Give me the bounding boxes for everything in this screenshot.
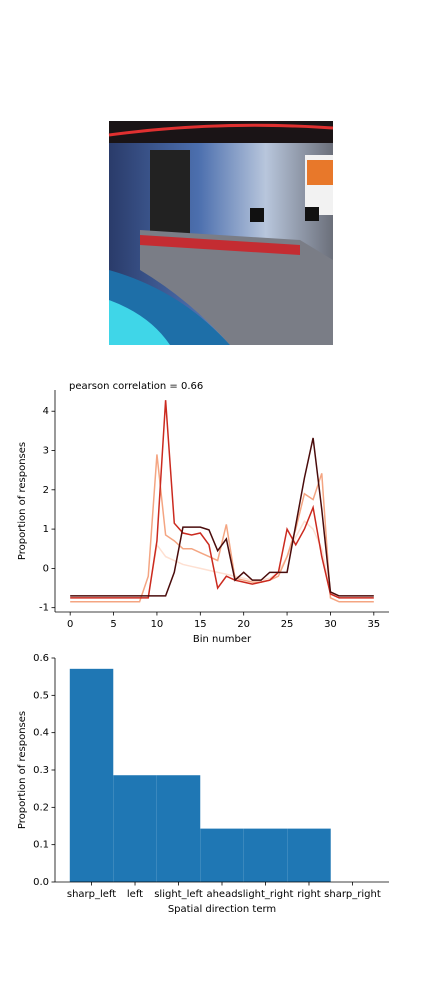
line-series xyxy=(70,454,374,603)
x-tick-label: slight_right xyxy=(238,889,294,900)
x-tick-label: left xyxy=(127,889,143,900)
x-tick-label: right xyxy=(297,889,321,900)
y-tick-label: 1 xyxy=(43,524,49,535)
bar xyxy=(200,828,244,882)
x-tick-label: 25 xyxy=(281,619,294,630)
x-tick-label: 30 xyxy=(324,619,337,630)
y-axis-label: Proportion of responses xyxy=(17,711,28,829)
bar xyxy=(69,668,114,882)
y-tick-label: 0.0 xyxy=(33,877,49,888)
y-tick-label: 0 xyxy=(43,563,49,574)
x-tick-label: ahead xyxy=(206,889,237,900)
y-tick-label: 0.6 xyxy=(33,653,49,664)
x-tick-label: sharp_right xyxy=(324,889,381,900)
y-tick-label: 0.5 xyxy=(33,690,49,701)
line-series xyxy=(70,437,374,597)
bar xyxy=(287,828,331,882)
y-tick-label: 2 xyxy=(43,485,49,496)
x-tick-label: 5 xyxy=(110,619,116,630)
y-tick-label: 0.1 xyxy=(33,840,49,851)
x-axis-label: Spatial direction term xyxy=(168,904,276,915)
bar xyxy=(113,775,157,882)
x-tick-label: sharp_left xyxy=(67,889,116,900)
y-tick-label: -1 xyxy=(39,603,49,614)
line-series xyxy=(70,400,374,599)
y-tick-label: 4 xyxy=(43,406,49,417)
y-tick-label: 0.4 xyxy=(33,728,49,739)
y-tick-label: 0.2 xyxy=(33,802,49,813)
y-tick-label: 0.3 xyxy=(33,765,49,776)
x-tick-label: 0 xyxy=(67,619,73,630)
x-tick-label: 10 xyxy=(151,619,164,630)
x-tick-label: 15 xyxy=(194,619,207,630)
bar xyxy=(156,775,201,882)
chart-title: pearson correlation = 0.66 xyxy=(69,381,203,392)
y-tick-label: 3 xyxy=(43,446,49,457)
y-axis-label: Proportion of responses xyxy=(17,442,28,560)
x-tick-label: 35 xyxy=(367,619,380,630)
x-axis-label: Bin number xyxy=(193,634,252,645)
studio-photo xyxy=(108,121,334,345)
bar xyxy=(243,828,288,882)
x-tick-label: 20 xyxy=(237,619,250,630)
x-tick-label: slight_left xyxy=(154,889,203,900)
